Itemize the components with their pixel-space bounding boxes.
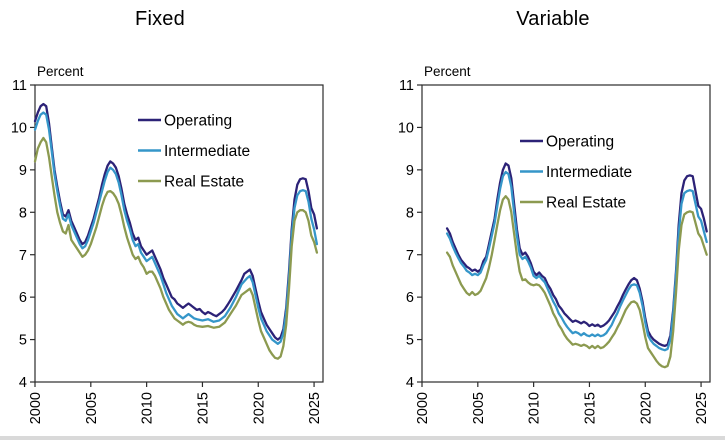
x-tick-label: 2000: [28, 392, 44, 424]
x-tick-label: 2025: [307, 392, 323, 424]
series-line-operating: [33, 102, 319, 341]
y-tick-label: 9: [406, 163, 414, 179]
x-tick-label: 2025: [694, 392, 710, 424]
x-tick-label: 2020: [251, 392, 267, 424]
series-line-intermediate: [33, 111, 319, 345]
y-tick-label: 5: [406, 333, 414, 349]
series-line-real-estate: [445, 195, 708, 369]
x-axis: 2000 2005 2010 2015 2020 2025: [415, 382, 710, 424]
y-tick-label: 9: [19, 163, 27, 179]
series-line-intermediate: [445, 170, 708, 352]
y-tick-label: 7: [406, 248, 414, 264]
chart-title-fixed: Fixed: [135, 8, 185, 30]
legend-label-intermediate: Intermediate: [164, 143, 250, 160]
series-line-real-estate: [33, 136, 319, 360]
bottom-edge-strip: [0, 436, 725, 440]
x-tick-label: 2000: [415, 392, 431, 424]
plot-box: [421, 84, 711, 383]
y-tick-label: 7: [19, 248, 27, 264]
y-tick-label: 8: [406, 205, 414, 221]
chart-title-variable: Variable: [516, 8, 590, 30]
y-tick-label: 4: [406, 375, 414, 391]
legend-label-operating: Operating: [546, 133, 614, 150]
y-tick-label: 10: [398, 121, 414, 137]
legend: Operating Intermediate Real Estate: [138, 112, 250, 190]
legend: Operating Intermediate Real Estate: [520, 133, 632, 211]
y-axis: 4 5 6 7 8 9 10 11: [11, 78, 35, 391]
x-tick-label: 2010: [527, 392, 543, 424]
chart-variable: 4 5 6 7 8 9 10 11 2000 2005 2010 2015 2020 2025 Percen…: [398, 64, 711, 424]
y-tick-label: 6: [19, 290, 27, 306]
legend-label-real-estate: Real Estate: [546, 194, 626, 211]
x-tick-label: 2015: [195, 392, 211, 424]
x-tick-label: 2020: [638, 392, 654, 424]
y-tick-label: 11: [12, 78, 27, 94]
legend-label-operating: Operating: [164, 112, 232, 129]
legend-label-real-estate: Real Estate: [164, 173, 244, 190]
x-axis: 2000 2005 2010 2015 2020 2025: [28, 382, 323, 424]
legend-label-intermediate: Intermediate: [546, 164, 632, 181]
x-tick-label: 2005: [471, 392, 487, 424]
chart-fixed: 4 5 6 7 8 9 10 11 2000 2005 2010 2015 2020 2025 Percen…: [11, 64, 324, 424]
y-axis: 4 5 6 7 8 9 10 11: [398, 78, 422, 391]
axis-unit-label: Percent: [37, 64, 84, 79]
x-tick-label: 2015: [582, 392, 598, 424]
x-tick-label: 2005: [84, 392, 100, 424]
y-tick-label: 5: [19, 333, 27, 349]
axis-unit-label: Percent: [424, 64, 471, 79]
y-tick-label: 6: [406, 290, 414, 306]
x-tick-label: 2010: [140, 392, 156, 424]
y-tick-label: 10: [11, 121, 27, 137]
y-tick-label: 11: [399, 78, 414, 94]
y-tick-label: 8: [19, 205, 27, 221]
plot-box: [34, 84, 324, 383]
y-tick-label: 4: [19, 375, 27, 391]
series-line-operating: [445, 162, 708, 348]
